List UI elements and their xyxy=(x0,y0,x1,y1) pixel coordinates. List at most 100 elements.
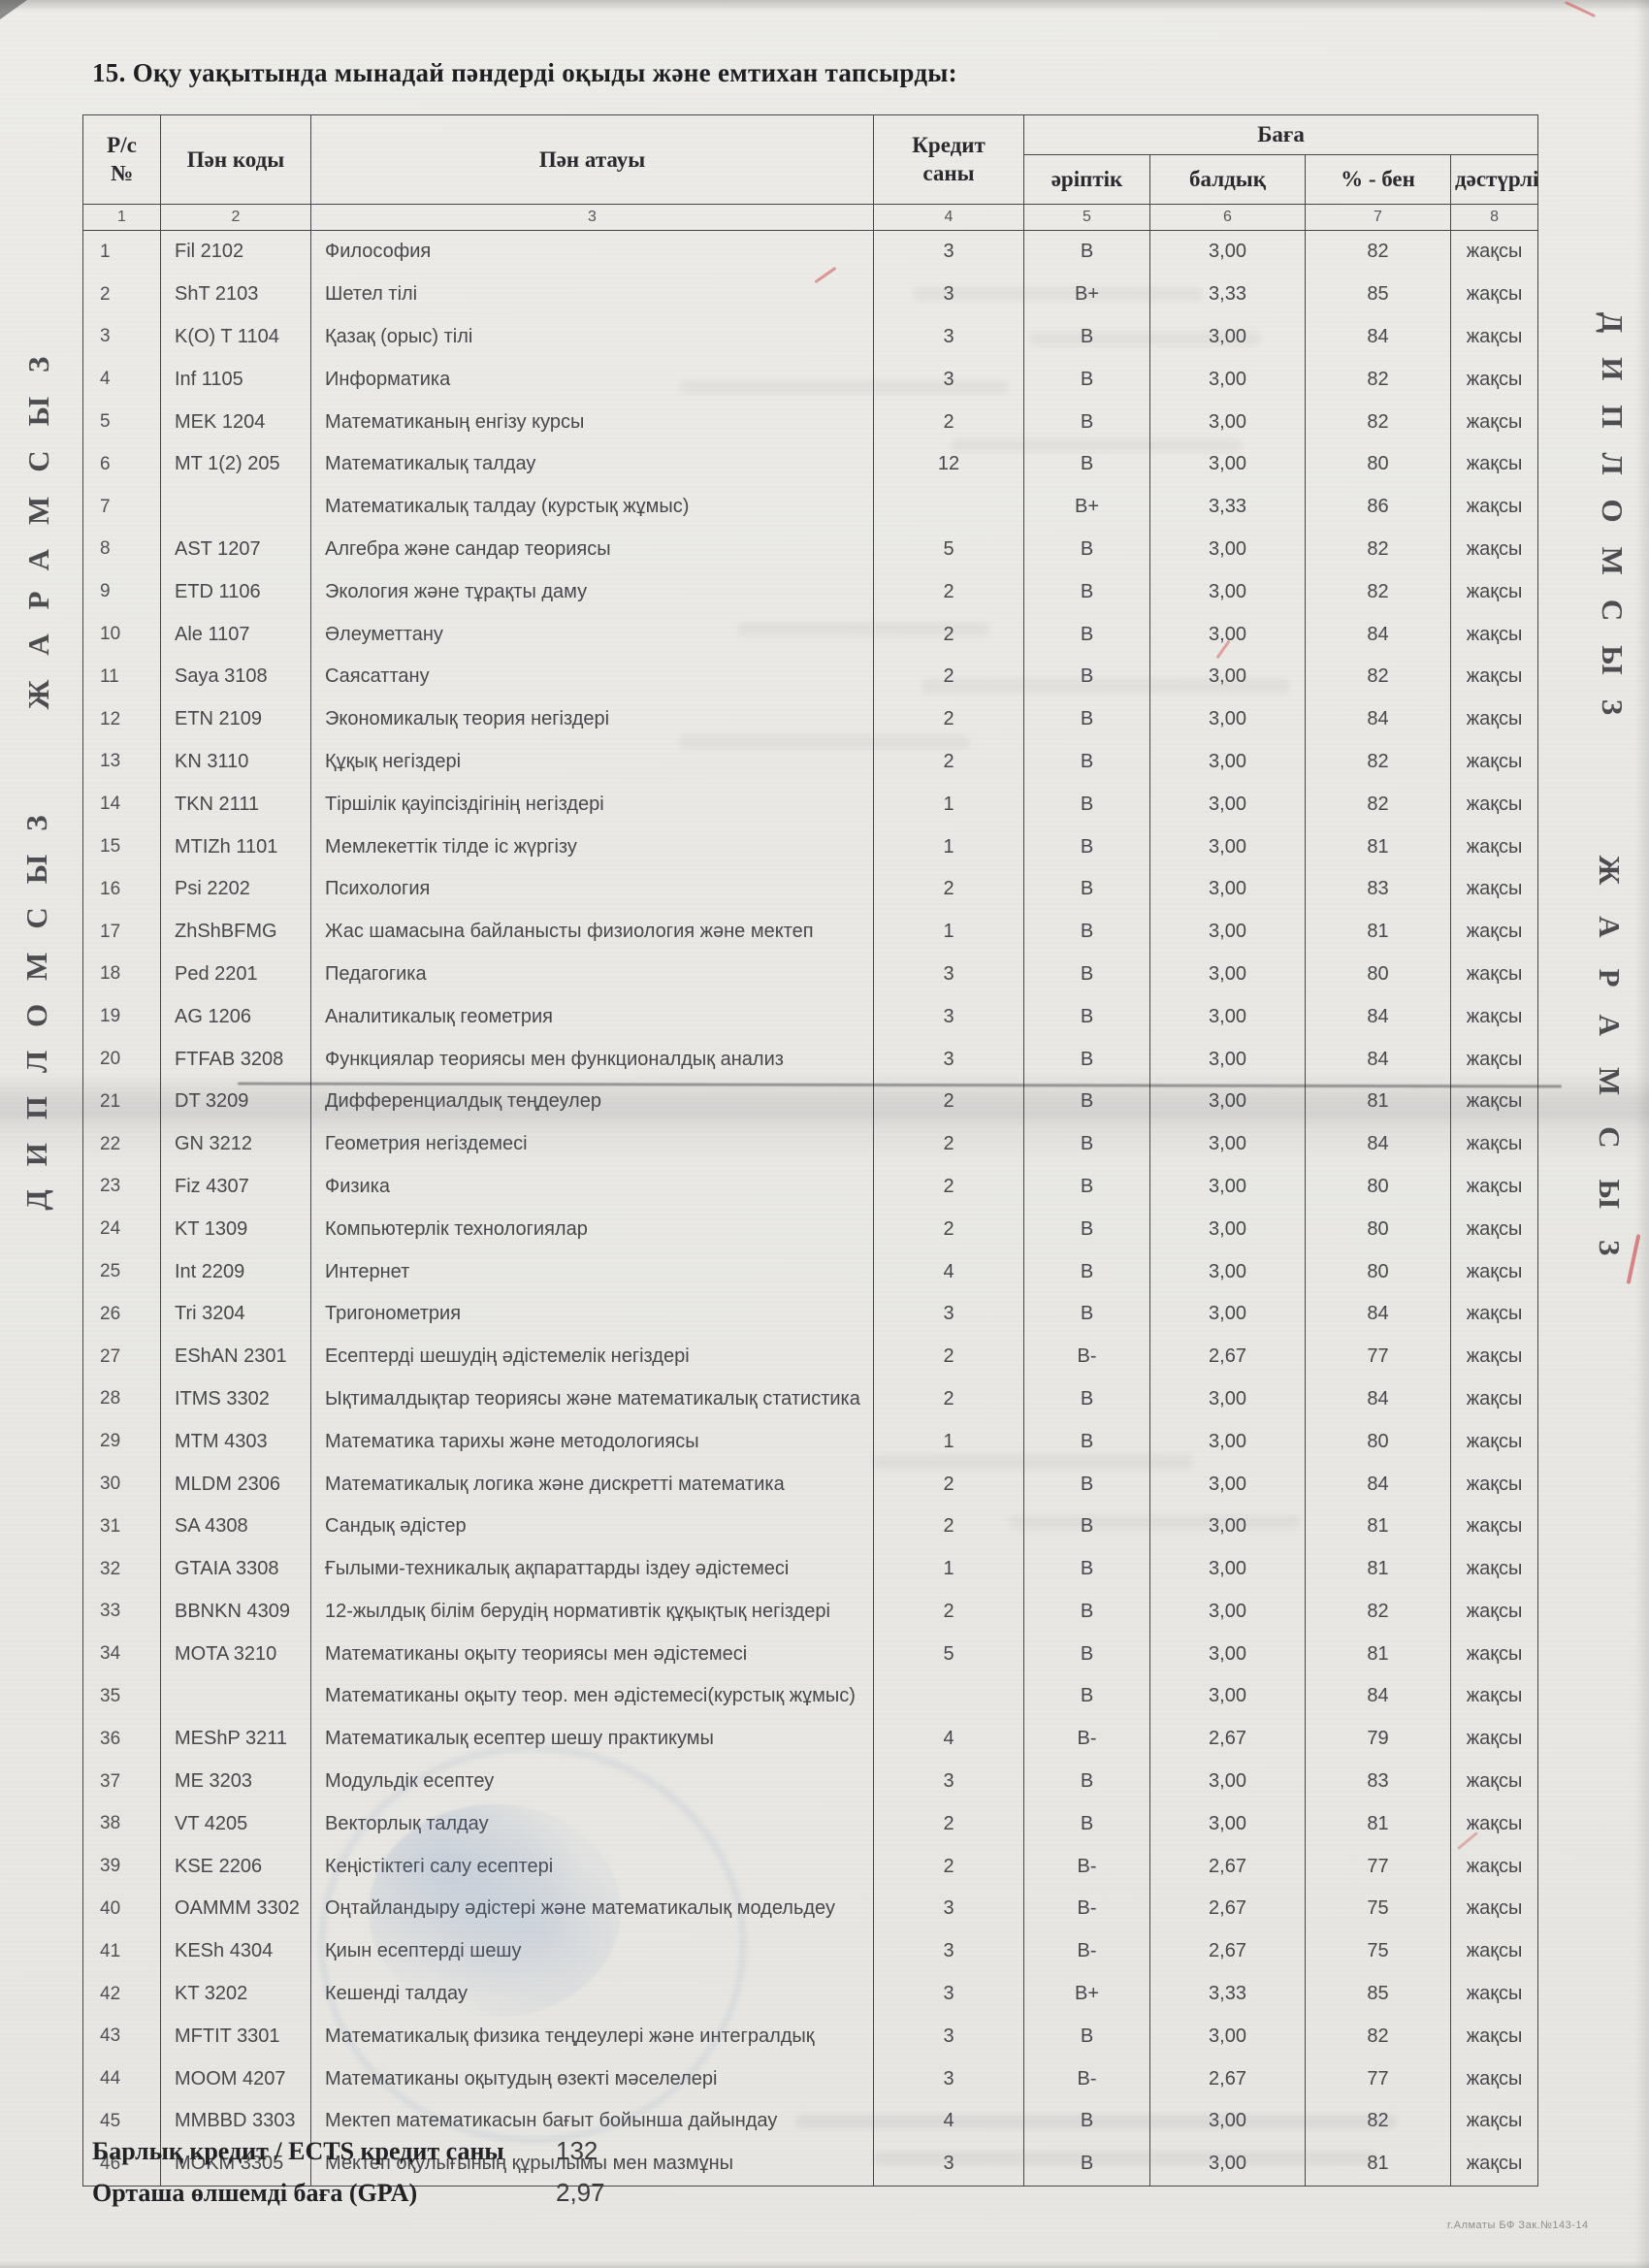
cell-traditional: жақсы xyxy=(1449,442,1539,486)
cell-letter: B xyxy=(1023,867,1150,911)
cell-percent: 77 xyxy=(1305,1845,1451,1889)
cell-letter: B xyxy=(1023,1547,1150,1591)
cell-credits: 1 xyxy=(873,1547,1024,1591)
blue-stamp-remnant xyxy=(320,1746,745,2142)
cell-letter: B xyxy=(1023,995,1150,1039)
cell-percent: 79 xyxy=(1305,1717,1451,1761)
cell-letter: B xyxy=(1023,1802,1150,1846)
cell-code: Tri 3204 xyxy=(160,1292,311,1336)
cell-traditional: жақсы xyxy=(1449,2100,1539,2143)
cell-code: EShAN 2301 xyxy=(160,1335,311,1378)
column-number-row: 1 2 3 4 5 6 7 8 xyxy=(82,204,1539,231)
cell-code: OAMMM 3302 xyxy=(160,1888,311,1930)
cell-credits: 2 xyxy=(873,1802,1024,1846)
cell-score: 3,00 xyxy=(1149,1633,1306,1676)
cell-score: 3,00 xyxy=(1149,1590,1306,1634)
cell-code xyxy=(160,485,311,529)
table-row: 34 MOTA 3210 Математиканы оқыту теориясы м… xyxy=(82,1633,1539,1676)
cell-letter: B xyxy=(1023,1675,1150,1718)
cell-code: Int 2209 xyxy=(160,1250,311,1293)
cell-credits: 4 xyxy=(873,1717,1024,1761)
summary-block: Барлық кредит / ECTS кредит саны 132 Орт… xyxy=(92,2136,605,2208)
cell-traditional: жақсы xyxy=(1449,867,1539,911)
cell-code: KN 3110 xyxy=(160,740,311,784)
cell-rownum: 7 xyxy=(82,485,161,529)
cell-traditional: жақсы xyxy=(1449,1335,1539,1378)
cell-letter: B xyxy=(1023,401,1150,443)
cell-traditional: жақсы xyxy=(1449,2015,1539,2058)
cell-credits: 3 xyxy=(873,273,1024,316)
gpa-row: Орташа өлшемді баға (GPA) 2,97 xyxy=(92,2178,605,2208)
table-row: 10 Ale 1107 Әлеуметтану 2 B 3,00 84 жақсы xyxy=(82,613,1539,656)
cell-letter: B xyxy=(1023,1505,1150,1548)
cell-rownum: 19 xyxy=(82,995,161,1039)
cell-code: SA 4308 xyxy=(160,1505,311,1548)
cell-credits: 2 xyxy=(873,1505,1024,1548)
cell-score: 3,00 xyxy=(1149,1292,1306,1336)
cell-score: 3,00 xyxy=(1149,2100,1306,2143)
cell-letter: B xyxy=(1023,1165,1150,1209)
cell-percent: 75 xyxy=(1305,1888,1451,1930)
cell-rownum: 42 xyxy=(82,1972,161,2016)
cell-score: 3,00 xyxy=(1149,1208,1306,1251)
header-grade-group: Баға xyxy=(1022,114,1539,155)
cell-traditional: жақсы xyxy=(1449,273,1539,316)
cell-traditional: жақсы xyxy=(1449,953,1539,996)
cell-name: Құқық негіздері xyxy=(310,740,874,784)
header-grade-percent: % - бен xyxy=(1305,154,1451,205)
cell-score: 3,00 xyxy=(1149,953,1306,996)
cell-code: ITMS 3302 xyxy=(160,1377,311,1421)
cell-percent: 84 xyxy=(1305,1377,1451,1421)
cell-score: 3,00 xyxy=(1149,2142,1306,2187)
cell-name: Психология xyxy=(310,867,874,911)
watermark-diplomsyz-left: ДИПЛОМСЫЗ xyxy=(19,792,53,1211)
table-header: Р/с № Пән коды Пән атауы Кредит саны Бағ… xyxy=(82,114,1539,231)
cell-rownum: 41 xyxy=(82,1929,161,1973)
cell-name: Әлеуметтану xyxy=(310,613,874,656)
cell-code: KT 3202 xyxy=(160,1972,311,2016)
cell-credits: 3 xyxy=(873,1292,1024,1336)
cell-name: Қазақ (орыс) тілі xyxy=(310,315,874,359)
cell-code: MOKM 3305 xyxy=(160,2142,311,2187)
cell-rownum: 17 xyxy=(82,910,161,954)
cell-rownum: 10 xyxy=(82,613,161,656)
cell-rownum: 34 xyxy=(82,1633,161,1676)
cell-credits: 2 xyxy=(873,867,1024,911)
cell-credits: 2 xyxy=(873,570,1024,614)
cell-letter: B- xyxy=(1023,1845,1150,1889)
cell-score: 2,67 xyxy=(1149,1845,1306,1889)
blue-stamp-speckles xyxy=(369,1804,621,2018)
cell-traditional: жақсы xyxy=(1449,1250,1539,1293)
cell-letter: B xyxy=(1023,1463,1150,1506)
cell-percent: 82 xyxy=(1305,528,1451,571)
cell-name: Функциялар теориясы мен функционалдық ан… xyxy=(310,1038,874,1081)
cell-code: ZhShBFMG xyxy=(160,910,311,954)
cell-credits: 3 xyxy=(873,1760,1024,1803)
cell-rownum: 13 xyxy=(82,740,161,784)
cell-code: KT 1309 xyxy=(160,1208,311,1251)
cell-letter: B xyxy=(1023,740,1150,784)
cell-name: Экономикалық теория негіздері xyxy=(310,697,874,741)
header-row-number-line2: № xyxy=(110,160,134,185)
cell-name: Мектеп оқулығының құрылымы мен мазмұны xyxy=(310,2142,874,2187)
cell-letter: B xyxy=(1023,1122,1150,1166)
header-course-code: Пән коды xyxy=(160,114,311,205)
cell-credits: 3 xyxy=(873,995,1024,1039)
cell-rownum: 45 xyxy=(82,2100,161,2143)
table-row: 4 Inf 1105 Информатика 3 B 3,00 82 жақсы xyxy=(82,358,1539,402)
table-body: 1 Fil 2102 Философия 3 B 3,00 82 жақсы 2 ShT 2103… xyxy=(82,230,1539,2187)
cell-credits: 2 xyxy=(873,1208,1024,1251)
cell-letter: B- xyxy=(1023,1888,1150,1930)
table-row: 17 ZhShBFMG Жас шамасына байланысты физиол… xyxy=(82,910,1539,954)
cell-name: Математиканы оқыту теориясы мен әдістеме… xyxy=(310,1633,874,1676)
cell-letter: B xyxy=(1023,2015,1150,2058)
cell-traditional: жақсы xyxy=(1449,1505,1539,1548)
cell-letter: B xyxy=(1023,910,1150,954)
cell-letter: B+ xyxy=(1023,1972,1150,2016)
cell-code: MOOM 4207 xyxy=(160,2057,311,2101)
cell-name: Алгебра және сандар теориясы xyxy=(310,528,874,571)
cell-percent: 80 xyxy=(1305,1420,1451,1464)
cell-credits xyxy=(873,485,1024,529)
cell-letter: B xyxy=(1023,358,1150,402)
